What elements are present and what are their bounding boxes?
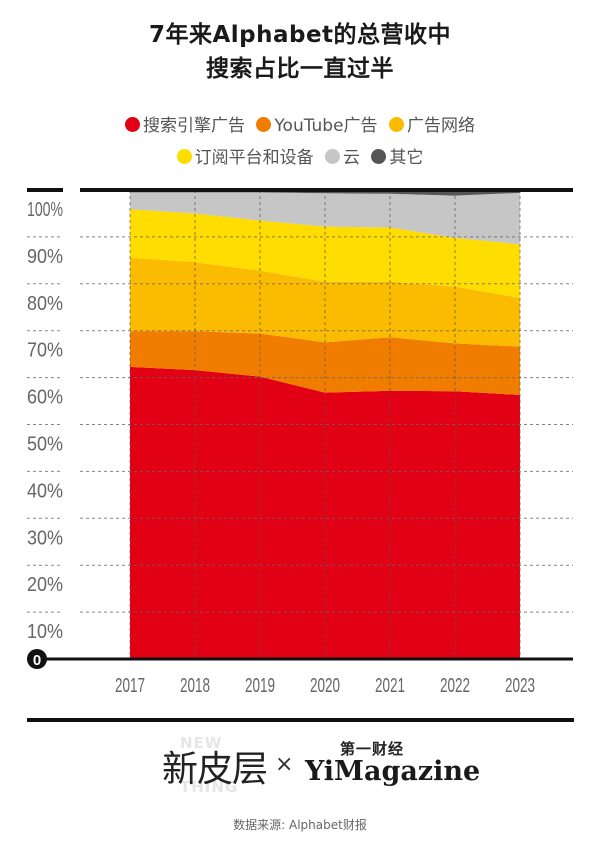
x-tick-label-2020: 2020 (310, 675, 340, 697)
data-source: 数据来源: Alphabet财报 (233, 818, 367, 832)
x-tick-label-2017: 2017 (115, 675, 145, 697)
y-tick-label-80: 80% (27, 293, 63, 315)
legend-row-2: 订阅平台和设备 云 其它 (0, 142, 600, 174)
legend-dot-icon (256, 117, 272, 132)
area-series-3 (130, 209, 520, 298)
footer-divider (27, 718, 574, 722)
legend-label: YouTube广告 (274, 116, 378, 136)
y-tick-label-100: 100% (27, 199, 63, 221)
legend-label: 广告网络 (406, 116, 475, 136)
area-series-2 (130, 257, 520, 347)
legend-item-subscriptions-devices: 订阅平台和设备 (176, 142, 314, 174)
logo-diyicaijing: 第一财经 (340, 740, 405, 758)
stacked-area-chart: 0 10% 20% 30% 40% 50% 60% 70% 80% 90% 100% 2017 2018… (27, 188, 573, 697)
x-tick-label-2022: 2022 (440, 675, 470, 697)
zero-badge (27, 649, 47, 669)
legend-label: 其它 (389, 148, 424, 168)
y-tick-label-0: 0 (33, 652, 41, 669)
legend-row-1: 搜索引擎广告 YouTube广告 广告网络 (0, 110, 600, 142)
legend-item-other: 其它 (371, 142, 423, 174)
legend-dot-icon (125, 117, 141, 132)
x-tick-label-2019: 2019 (245, 675, 275, 697)
area-series-0 (130, 366, 520, 659)
y-tick-label-90: 90% (27, 246, 63, 268)
logo-bg-text-bottom: THING (180, 778, 239, 796)
y-tick-label-10: 10% (27, 621, 63, 643)
legend-dot-icon (325, 149, 340, 164)
y-tick-label-50: 50% (27, 434, 63, 456)
legend-label: 云 (343, 148, 360, 168)
y-tick-label-30: 30% (27, 527, 63, 549)
area-series-4 (130, 192, 520, 245)
x-tick-label-2018: 2018 (180, 675, 210, 697)
legend-dot-icon (176, 149, 192, 164)
y-tick-label-20: 20% (27, 574, 63, 596)
legend-item-youtube-ads: YouTube广告 (256, 110, 378, 142)
chart-title-line2: 搜索占比一直过半 (206, 56, 394, 82)
footer-logos: NEW THING 新皮层 × 第一财经 YiMagazine (0, 734, 600, 796)
legend-item-ad-network: 广告网络 (388, 110, 475, 142)
y-tick-label-40: 40% (27, 480, 63, 502)
chart-title-line1: 7年来Alphabet的总营收中 (148, 22, 452, 48)
logo-separator: × (275, 752, 294, 777)
logo-bg-text-top: NEW (180, 734, 223, 752)
legend-dot-icon (388, 117, 404, 132)
x-tick-label-2021: 2021 (375, 675, 405, 697)
legend-label: 订阅平台和设备 (194, 148, 314, 168)
chart-title: 7年来Alphabet的总营收中 搜索占比一直过半 (0, 18, 600, 86)
logo-xinpiceng: 新皮层 (162, 749, 268, 790)
x-tick-label-2023: 2023 (505, 675, 535, 697)
legend-item-search-ads: 搜索引擎广告 (125, 110, 245, 142)
area-series-1 (130, 331, 520, 395)
logo-yimagazine: YiMagazine (305, 756, 481, 787)
legend-label: 搜索引擎广告 (143, 116, 246, 136)
y-tick-label-70: 70% (27, 340, 63, 362)
legend-dot-icon (371, 149, 387, 164)
legend-item-cloud: 云 (325, 142, 360, 174)
y-tick-label-60: 60% (27, 387, 63, 409)
legend: 搜索引擎广告 YouTube广告 广告网络 订阅平台和设备 云 其它 (0, 110, 600, 174)
